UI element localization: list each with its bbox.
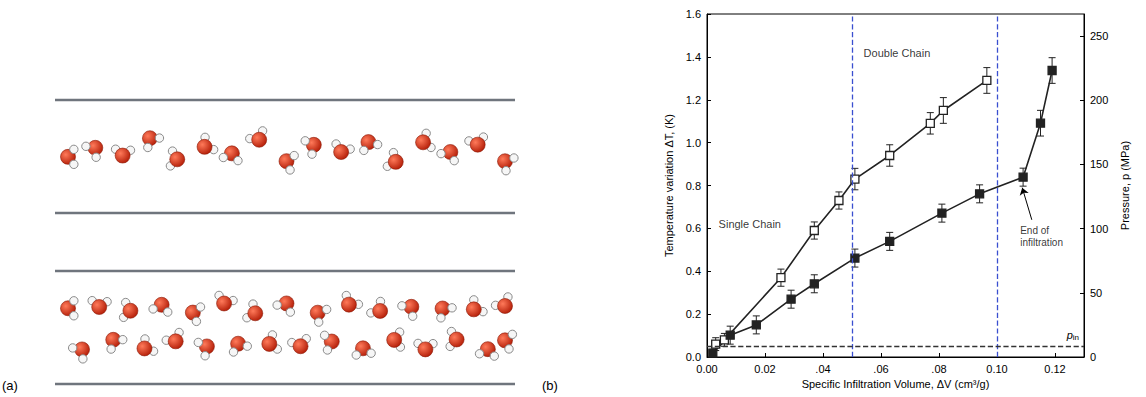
- svg-text:(b): (b): [542, 378, 558, 393]
- svg-text:.06: .06: [873, 363, 888, 375]
- svg-text:0.4: 0.4: [686, 265, 701, 277]
- svg-text:0.0: 0.0: [686, 351, 701, 363]
- svg-text:.04: .04: [815, 363, 830, 375]
- svg-text:Pressure, p (MPa): Pressure, p (MPa): [1119, 141, 1131, 230]
- svg-text:(a): (a): [2, 378, 18, 393]
- svg-text:Temperature variation ΔT, (K): Temperature variation ΔT, (K): [663, 114, 675, 257]
- svg-text:infiltration: infiltration: [1020, 237, 1063, 248]
- svg-text:0.02: 0.02: [754, 363, 775, 375]
- svg-text:250: 250: [1090, 30, 1108, 42]
- svg-text:50: 50: [1090, 287, 1102, 299]
- svg-text:1.2: 1.2: [686, 94, 701, 106]
- svg-text:1.6: 1.6: [686, 8, 701, 20]
- svg-text:Specific Infiltration Volume,: Specific Infiltration Volume, ΔV (cm³/g): [802, 378, 990, 390]
- svg-text:150: 150: [1090, 158, 1108, 170]
- svg-text:.08: .08: [931, 363, 946, 375]
- svg-text:0.2: 0.2: [686, 308, 701, 320]
- svg-text:0.00: 0.00: [696, 363, 717, 375]
- svg-text:200: 200: [1090, 94, 1108, 106]
- svg-text:100: 100: [1090, 223, 1108, 235]
- svg-text:End of: End of: [1020, 225, 1052, 236]
- svg-text:0.8: 0.8: [686, 180, 701, 192]
- svg-text:Double Chain: Double Chain: [864, 47, 931, 59]
- svg-text:0.12: 0.12: [1044, 363, 1065, 375]
- svg-text:in: in: [1073, 333, 1079, 342]
- svg-text:1.4: 1.4: [686, 51, 701, 63]
- svg-text:Single Chain: Single Chain: [719, 218, 781, 230]
- svg-text:0: 0: [1090, 351, 1096, 363]
- svg-text:0.10: 0.10: [986, 363, 1007, 375]
- svg-text:1.0: 1.0: [686, 137, 701, 149]
- svg-text:0.6: 0.6: [686, 222, 701, 234]
- svg-text:p: p: [1066, 329, 1073, 341]
